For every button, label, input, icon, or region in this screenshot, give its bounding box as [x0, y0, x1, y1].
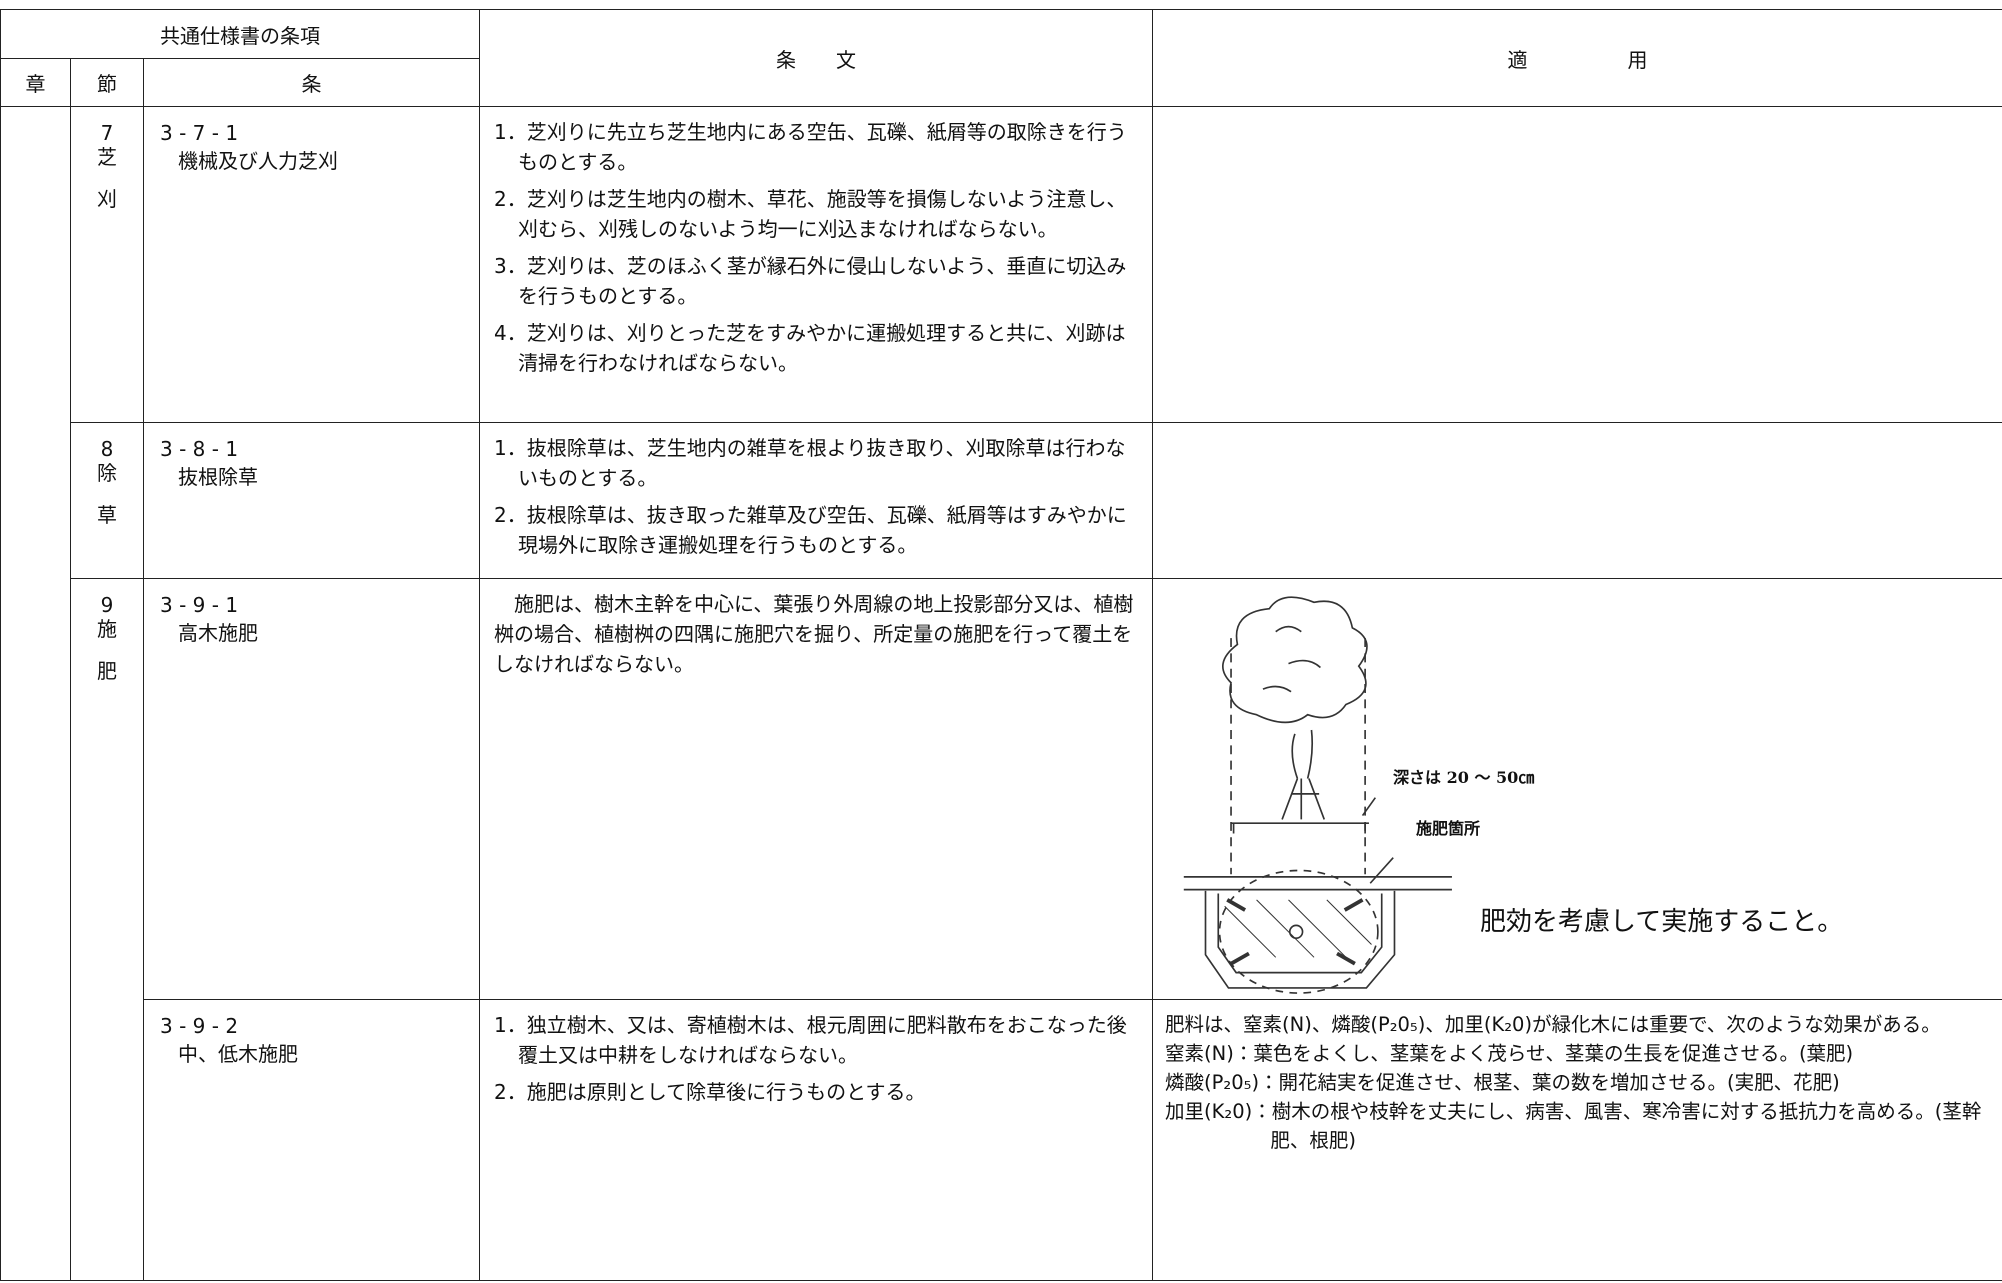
clause-cell: 3 - 8 - 1 抜根除草 — [142, 422, 481, 579]
section-cell: 9 施 肥 — [70, 578, 144, 1281]
section-name: 施 — [97, 617, 117, 641]
section-name: 刈 — [97, 187, 117, 211]
text-cell: 施肥は、樹木主幹を中心に、葉張り外周線の地上投影部分又は、植樹桝の場合、植樹桝の… — [479, 578, 1154, 1000]
spot-label: 施肥箇所 — [1416, 819, 1481, 838]
clause-number: 3 - 9 - 1 — [160, 593, 239, 617]
clause-cell: 3 - 9 - 1 高木施肥 — [142, 578, 481, 1000]
header-section: 節 — [70, 58, 144, 107]
section-name: 肥 — [97, 659, 117, 683]
header-group: 共通仕様書の条項 — [0, 9, 481, 59]
application-cell: 深さは 20 ～ 50㎝ 施肥箇所 肥効を考慮して実施すること。 — [1152, 578, 2002, 1000]
clause-number: 3 - 9 - 2 — [160, 1014, 239, 1038]
section-name: 除 — [97, 461, 117, 485]
clause-title: 抜根除草 — [178, 465, 258, 489]
section-name: 草 — [97, 503, 117, 527]
spec-table: 共通仕様書の条項 条 文 適 用 章 節 条 7 芝 刈 3 - 7 - 1 機… — [0, 9, 2002, 1281]
application-cell — [1152, 106, 2002, 423]
text-cell: 1．独立樹木、又は、寄植樹木は、根元周囲に肥料散布をおこなった後覆土又は中耕をし… — [479, 999, 1154, 1281]
application-cell — [1152, 422, 2002, 579]
section-number: 9 — [100, 593, 114, 617]
application-cell: 肥料は、窒素(N)、燐酸(P₂0₅)、加里(K₂0)が緑化木には重要で、次のよう… — [1152, 999, 2002, 1281]
item: 4．芝刈りは、刈りとった芝をすみやかに運搬処理すると共に、刈跡は清掃を行わなけれ… — [494, 321, 1126, 375]
figure-caption: 肥効を考慮して実施すること。 — [1480, 907, 1844, 937]
depth-label: 深さは 20 ～ 50㎝ — [1393, 768, 1535, 787]
item: 2．抜根除草は、抜き取った雑草及び空缶、瓦礫、紙屑等はすみやかに現場外に取除き運… — [494, 503, 1127, 557]
item: 1．芝刈りに先立ち芝生地内にある空缶、瓦礫、紙屑等の取除きを行うものとする。 — [494, 120, 1127, 174]
application-line: 窒素(N)：葉色をよくし、茎葉をよく茂らせ、茎葉の生長を促進させる。(葉肥) — [1165, 1042, 1854, 1065]
chapter-cell — [0, 106, 71, 1281]
fertilizing-illustration — [1183, 596, 1452, 994]
item: 1．独立樹木、又は、寄植樹木は、根元周囲に肥料散布をおこなった後覆土又は中耕をし… — [494, 1013, 1127, 1067]
clause-title: 機械及び人力芝刈 — [178, 149, 338, 173]
item: 3．芝刈りは、芝のほふく茎が縁石外に侵山しないよう、垂直に切込みを行うものとする… — [494, 254, 1127, 308]
clause-number: 3 - 8 - 1 — [160, 437, 239, 461]
header-clause: 条 — [142, 58, 481, 107]
clause-cell: 3 - 9 - 2 中、低木施肥 — [142, 999, 481, 1281]
header-chapter: 章 — [0, 58, 71, 107]
section-cell: 7 芝 刈 — [70, 106, 144, 423]
item: 1．抜根除草は、芝生地内の雑草を根より抜き取り、刈取除草は行わないものとする。 — [494, 436, 1126, 490]
section-name: 芝 — [97, 145, 117, 169]
item: 2．芝刈りは芝生地内の樹木、草花、施設等を損傷しないよう注意し、刈むら、刈残しの… — [494, 187, 1127, 241]
clause-title: 中、低木施肥 — [178, 1042, 298, 1066]
text-cell: 1．抜根除草は、芝生地内の雑草を根より抜き取り、刈取除草は行わないものとする。 … — [479, 422, 1154, 579]
section-cell: 8 除 草 — [70, 422, 144, 579]
header-text: 条 文 — [479, 9, 1154, 107]
application-line: 肥料は、窒素(N)、燐酸(P₂0₅)、加里(K₂0)が緑化木には重要で、次のよう… — [1165, 1013, 1941, 1036]
text-cell: 1．芝刈りに先立ち芝生地内にある空缶、瓦礫、紙屑等の取除きを行うものとする。 2… — [479, 106, 1154, 423]
section-number: 7 — [100, 121, 114, 145]
section-number: 8 — [100, 437, 114, 461]
application-line: 燐酸(P₂0₅)：開花結実を促進させ、根茎、葉の数を増加させる。(実肥、花肥) — [1165, 1071, 1840, 1094]
clause-cell: 3 - 7 - 1 機械及び人力芝刈 — [142, 106, 481, 423]
application-line: 加里(K₂0)：樹木の根や枝幹を丈夫にし、病害、風害、寒冷害に対する抵抗力を高め… — [1165, 1100, 1982, 1152]
item: 2．施肥は原則として除草後に行うものとする。 — [494, 1080, 926, 1104]
paragraph: 施肥は、樹木主幹を中心に、葉張り外周線の地上投影部分又は、植樹桝の場合、植樹桝の… — [494, 592, 1134, 676]
header-application: 適 用 — [1152, 9, 2002, 107]
clause-title: 高木施肥 — [178, 621, 258, 645]
clause-number: 3 - 7 - 1 — [160, 121, 239, 145]
